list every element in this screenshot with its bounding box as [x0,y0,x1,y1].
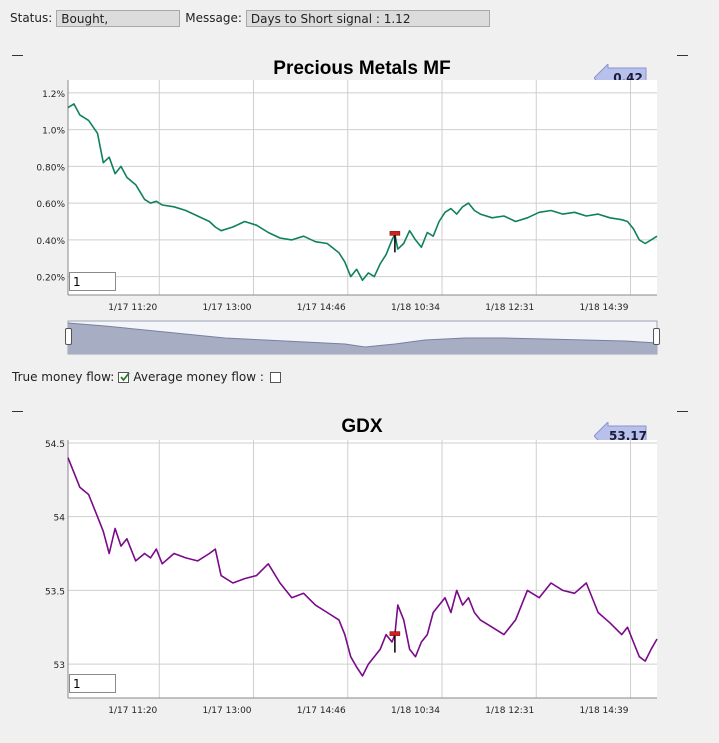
y-tick-label: 0.60% [36,200,65,210]
average-flow-checkbox[interactable] [269,371,281,383]
collapse-icon[interactable] [12,55,23,56]
range-input[interactable] [69,674,116,693]
x-tick-label: 1/18 12:31 [485,303,534,313]
y-tick-label: 0.80% [36,163,65,173]
status-label: Status: [10,11,53,25]
y-tick-label: 0.20% [36,274,65,284]
message-field: Days to Short signal : 1.12 [245,9,490,27]
collapse-icon[interactable] [677,411,688,412]
plot-area [68,440,657,698]
signal-flag [389,631,401,636]
range-navigator[interactable] [65,320,660,355]
y-tick-label: 53.5 [45,587,65,597]
range-input[interactable] [69,272,116,291]
signal-flag [389,231,401,236]
y-tick-label: 54.5 [45,440,65,450]
x-tick-label: 1/17 11:20 [108,303,157,313]
range-handle-left[interactable] [65,328,72,345]
true-flow-checkbox[interactable] [118,371,131,383]
money-flow-options: True money flow: Average money flow : [12,370,285,384]
x-tick-label: 1/17 13:00 [203,303,252,313]
x-tick-label: 1/18 10:34 [391,303,440,313]
true-flow-label: True money flow: [12,370,115,384]
current-value-text: 53.17 [609,429,647,443]
chart-title: Precious Metals MF [273,58,451,79]
x-tick-label: 1/17 14:46 [297,706,346,716]
message-label: Message: [185,11,242,25]
y-tick-label: 1.2% [42,90,65,100]
series-line [67,457,658,677]
status-field: Bought, [56,9,181,27]
y-tick-label: 1.0% [42,127,65,137]
x-tick-label: 1/18 12:31 [485,706,534,716]
y-tick-label: 53 [54,661,65,671]
x-tick-label: 1/18 10:34 [391,706,440,716]
y-tick-label: 54 [54,514,66,524]
x-tick-label: 1/17 14:46 [297,303,346,313]
collapse-icon[interactable] [12,411,23,412]
series-line [67,103,658,282]
status-bar: Status: Bought, Message: Days to Short s… [10,8,490,28]
collapse-icon[interactable] [677,55,688,56]
chart-title: GDX [341,416,383,437]
x-tick-label: 1/17 11:20 [108,706,157,716]
plot-area [68,80,657,295]
range-handle-right[interactable] [653,328,660,345]
x-tick-label: 1/18 14:39 [579,303,628,313]
y-tick-label: 0.40% [36,237,65,247]
average-flow-label: Average money flow : [133,370,264,384]
x-tick-label: 1/18 14:39 [579,706,628,716]
x-tick-label: 1/17 13:00 [203,706,252,716]
